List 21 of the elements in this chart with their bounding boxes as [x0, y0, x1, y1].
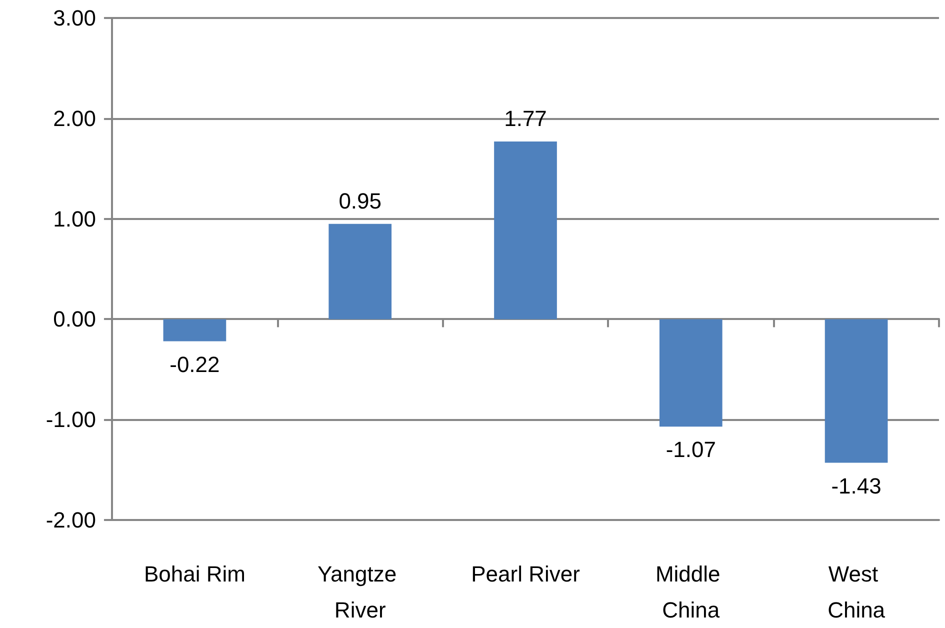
bar	[824, 319, 888, 463]
bar	[659, 319, 722, 427]
y-tick-label: 3.00	[53, 6, 96, 30]
x-tick-label: Middle China	[655, 562, 726, 622]
x-tick-label: Pearl River	[471, 562, 580, 586]
x-tick-label: Yangtze River	[317, 562, 403, 622]
data-label: -1.43	[831, 473, 882, 498]
bar	[494, 141, 557, 320]
y-tick-label: -1.00	[46, 407, 96, 432]
x-tick-label: West China	[828, 562, 886, 622]
data-label: -0.22	[170, 352, 220, 377]
data-label: 1.77	[504, 106, 547, 131]
bar	[328, 224, 392, 320]
y-tick-label: 2.00	[53, 106, 96, 131]
x-tick-label: Bohai Rim	[144, 562, 246, 586]
y-tick-label: 0.00	[53, 306, 96, 332]
y-tick-label: 1.00	[53, 206, 96, 232]
data-label: -1.07	[666, 437, 716, 462]
bar	[163, 319, 226, 342]
data-label: 0.95	[338, 188, 382, 214]
y-tick-label: -2.00	[46, 508, 96, 532]
